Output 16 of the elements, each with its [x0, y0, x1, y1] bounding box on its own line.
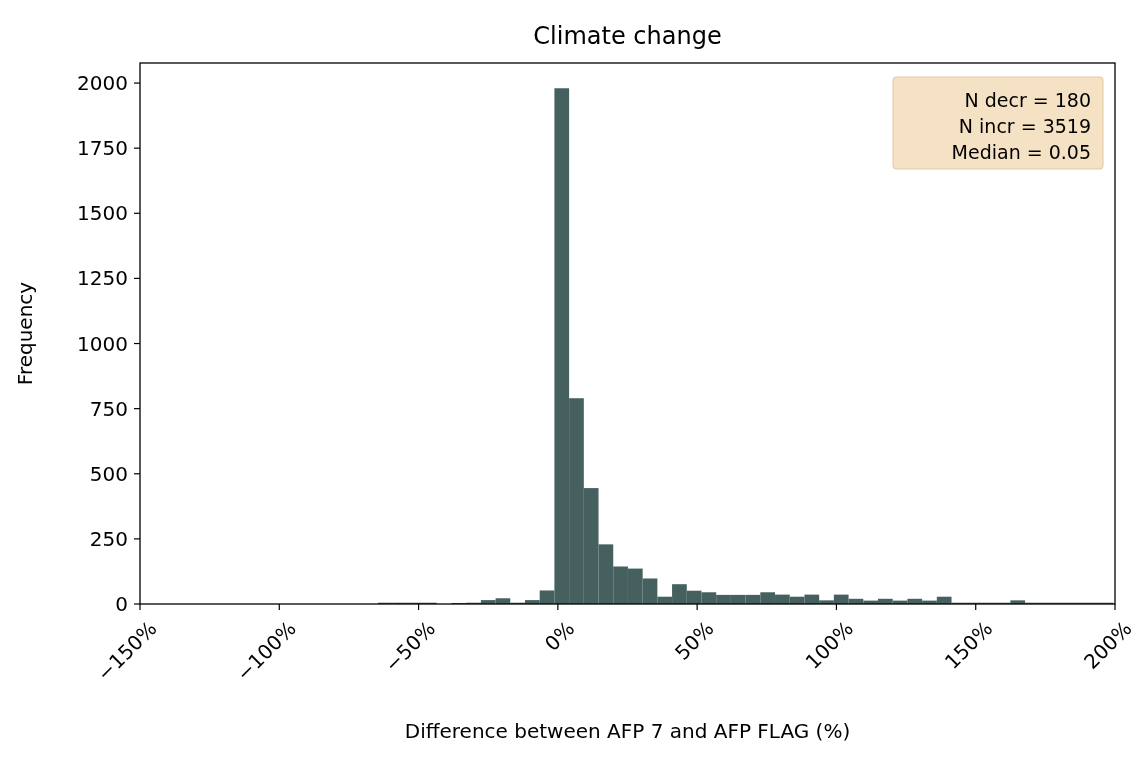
x-tick-label: 0% [539, 616, 580, 656]
y-tick-label: 1500 [77, 201, 128, 226]
annotation: N decr = 180 [964, 88, 1091, 111]
y-tick-label: 0 [115, 592, 128, 616]
y-tick-label: 1250 [77, 266, 128, 291]
x-axis-title: Difference between AFP 7 and AFP FLAG (%) [404, 719, 851, 743]
y-axis-title: Frequency [13, 281, 37, 386]
y-tick-label: 2000 [77, 71, 128, 96]
annotation: N incr = 3519 [958, 114, 1091, 137]
y-tick-label: 1750 [77, 136, 128, 161]
chart-title: Climate change [533, 22, 722, 50]
y-tick-label: 500 [89, 461, 128, 486]
y-tick-label: 1000 [77, 331, 128, 356]
annotation: Median = 0.05 [951, 140, 1091, 163]
y-tick-label: 250 [89, 526, 128, 551]
y-tick-label: 750 [89, 396, 128, 421]
